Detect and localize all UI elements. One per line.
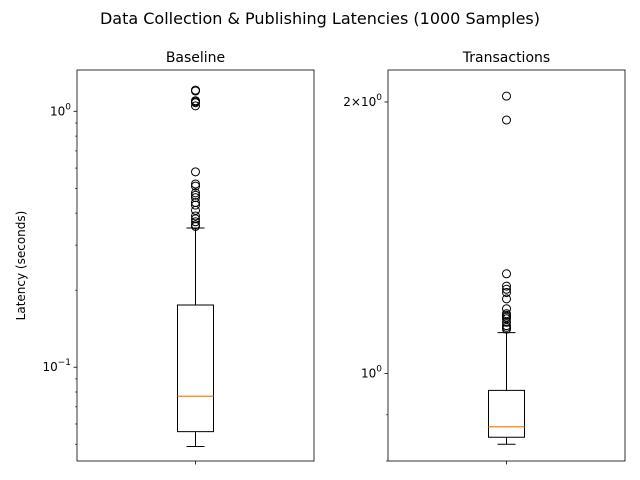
outlier-point xyxy=(502,322,511,332)
outlier-point xyxy=(502,287,511,297)
boxplot-panel-2: Transactions 2×100 100 xyxy=(343,50,626,465)
y-tick-label: 100 xyxy=(361,365,382,381)
y-tick-label: 2×100 xyxy=(343,93,382,109)
y-axis-label: Latency (seconds) xyxy=(14,211,28,321)
outlier-point xyxy=(502,281,511,291)
y-tick-label: 10−1 xyxy=(42,358,71,374)
outlier-point xyxy=(191,217,200,227)
axes-layer: Baseline Latency (seconds) 100 10−1 Transact… xyxy=(14,50,626,465)
outlier-point xyxy=(191,200,200,210)
figure-suptitle: Data Collection & Publishing Latencies (… xyxy=(100,9,540,28)
outlier-point xyxy=(502,324,511,334)
outlier-point xyxy=(502,284,511,294)
outlier-point xyxy=(191,188,200,198)
outlier-point xyxy=(502,91,511,101)
outlier-point xyxy=(191,181,200,191)
boxplot-panel-1: Baseline Latency (seconds) 100 10−1 xyxy=(14,50,315,465)
outlier-point xyxy=(191,211,200,221)
axes-title: Transactions xyxy=(462,50,550,66)
outlier-point xyxy=(191,86,200,96)
outlier-point xyxy=(191,101,200,111)
outlier-point xyxy=(502,317,511,327)
outlier-point xyxy=(191,221,200,231)
outlier-point xyxy=(502,115,511,125)
y-tick-label: 100 xyxy=(50,102,71,118)
box-iqr xyxy=(177,304,214,433)
outlier-point xyxy=(191,167,200,177)
outlier-point xyxy=(502,314,511,324)
outlier-point xyxy=(502,294,511,304)
outlier-point xyxy=(191,193,200,203)
axes-frame xyxy=(387,69,626,462)
outlier-point xyxy=(191,98,200,108)
outlier-point xyxy=(502,269,511,279)
outlier-point xyxy=(191,190,200,200)
axes-frame xyxy=(76,69,315,462)
outlier-point xyxy=(191,179,200,189)
box-iqr xyxy=(488,389,525,438)
axes-title: Baseline xyxy=(166,50,225,66)
